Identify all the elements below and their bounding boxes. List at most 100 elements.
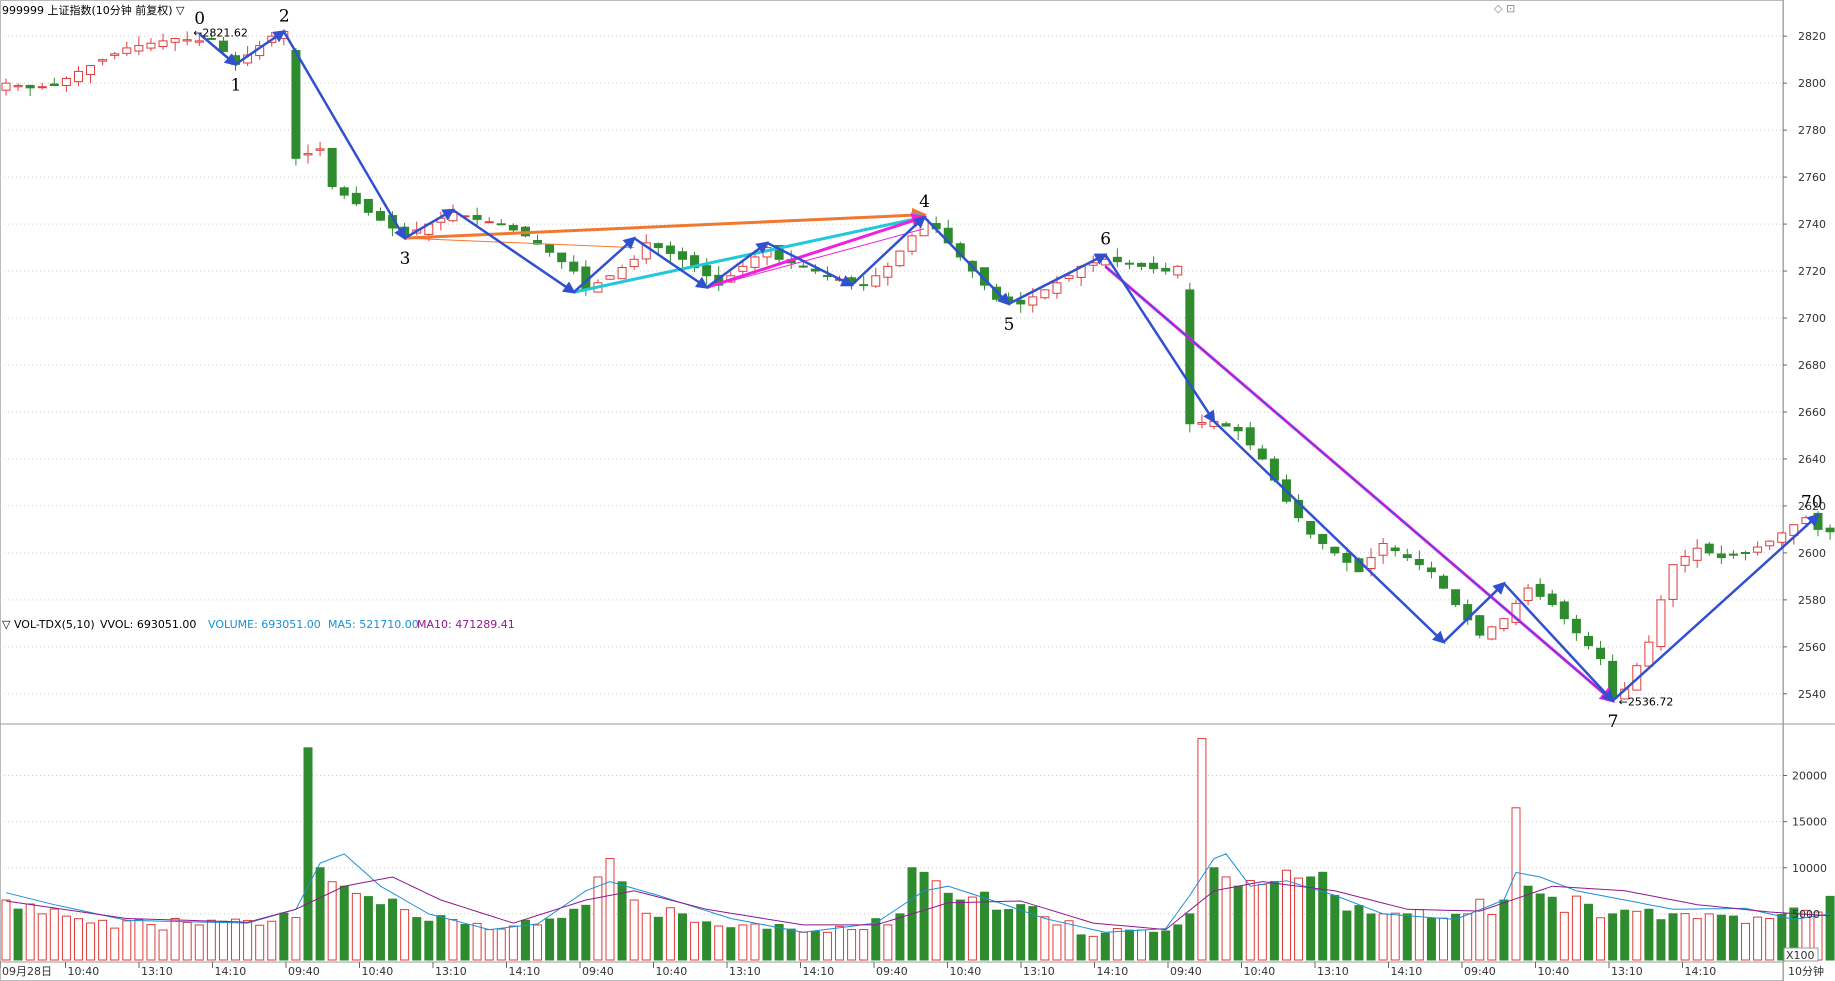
cyan-thin-line bbox=[573, 249, 768, 293]
volume-bar bbox=[1668, 913, 1678, 961]
candle-body bbox=[1161, 267, 1171, 272]
volume-bar bbox=[1632, 910, 1642, 961]
candle-body bbox=[291, 50, 301, 159]
volume-bar bbox=[1306, 876, 1316, 961]
volume-bar bbox=[1559, 911, 1569, 961]
time-tick-label: 13:10 bbox=[435, 965, 467, 978]
volume-bar bbox=[1052, 924, 1062, 961]
volume-bar bbox=[557, 917, 567, 961]
candle-body bbox=[871, 275, 881, 287]
candle-body bbox=[1112, 256, 1122, 263]
candle-body bbox=[1728, 553, 1738, 556]
candle-body bbox=[182, 39, 192, 42]
price-tick-label: 2800 bbox=[1798, 77, 1826, 90]
magenta-wave-line bbox=[706, 213, 927, 289]
volume-bar bbox=[496, 928, 506, 961]
candle-body bbox=[1753, 546, 1763, 553]
candles bbox=[1, 29, 1835, 700]
main-wave-line bbox=[1442, 581, 1506, 644]
candle-body bbox=[327, 147, 337, 188]
volume-bar bbox=[134, 919, 144, 961]
candle-body bbox=[1644, 641, 1654, 667]
volume-bar bbox=[810, 930, 820, 961]
volume-bar bbox=[617, 881, 627, 961]
volume-bar bbox=[1656, 919, 1666, 961]
volume-bar bbox=[1197, 738, 1207, 961]
volume-bar bbox=[798, 931, 808, 961]
time-tick-label: 09:40 bbox=[1464, 965, 1496, 978]
volume-bar bbox=[1475, 898, 1485, 961]
volume-bar bbox=[1076, 934, 1086, 961]
candle-body bbox=[25, 84, 35, 89]
main-wave-line bbox=[633, 237, 709, 289]
volume-bar bbox=[508, 925, 518, 961]
volume-bar bbox=[545, 918, 555, 961]
volume-bar bbox=[375, 904, 385, 961]
volume-bar bbox=[569, 908, 579, 961]
price-mark: ←2536.72 bbox=[1619, 696, 1674, 709]
candle-body bbox=[569, 261, 579, 272]
wave-label: 1 bbox=[231, 75, 242, 95]
volume-bar bbox=[158, 929, 168, 961]
candle-body bbox=[339, 187, 349, 196]
candle-body bbox=[1149, 262, 1159, 270]
main-wave-line bbox=[1503, 582, 1615, 703]
volume-bar bbox=[194, 924, 204, 961]
volume-bar bbox=[279, 912, 289, 961]
wave-label: 2 bbox=[279, 6, 290, 26]
volume-bar bbox=[1535, 893, 1545, 961]
volume-bar bbox=[182, 921, 192, 961]
volume-bar bbox=[291, 917, 301, 961]
candle-body bbox=[13, 85, 23, 88]
volume-value: VOLUME: 693051.00 bbox=[208, 618, 321, 631]
volume-bar bbox=[581, 904, 591, 961]
wave-label: 6 bbox=[1100, 230, 1111, 250]
volume-bar bbox=[702, 921, 712, 961]
volume-bar bbox=[1245, 880, 1255, 961]
volume-bar bbox=[967, 896, 977, 961]
candle-body bbox=[1064, 275, 1074, 279]
volume-bar bbox=[1596, 917, 1606, 961]
time-tick-label: 10:40 bbox=[68, 965, 100, 978]
main-wave-line bbox=[1008, 253, 1108, 306]
volume-bar bbox=[303, 747, 313, 961]
volume-bar bbox=[1040, 916, 1050, 961]
volume-bar bbox=[98, 919, 108, 961]
main-wave-line bbox=[1611, 513, 1820, 702]
price-mark: ←2821.62 bbox=[193, 26, 248, 39]
candle-body bbox=[702, 265, 712, 277]
volume-bar bbox=[919, 871, 929, 961]
thin-wave-line bbox=[1104, 265, 1613, 702]
time-tick-label: 10:40 bbox=[1244, 965, 1276, 978]
volume-bar bbox=[520, 919, 530, 961]
price-tick-label: 2620 bbox=[1798, 500, 1826, 513]
candle-body bbox=[218, 40, 228, 52]
volume-bar bbox=[1161, 930, 1171, 961]
volume-bar bbox=[1487, 914, 1497, 961]
volume-bar bbox=[931, 880, 941, 961]
candle-body bbox=[798, 265, 808, 268]
volume-bar bbox=[424, 920, 434, 961]
header-window-icons[interactable]: ◇ ⊡ bbox=[1494, 2, 1516, 15]
time-tick-label: 13:10 bbox=[1317, 965, 1349, 978]
price-tick-label: 2640 bbox=[1798, 453, 1826, 466]
volume-bar bbox=[1439, 917, 1449, 961]
vol-indicator-label[interactable]: ▽ VOL-TDX(5,10) bbox=[2, 618, 95, 631]
candle-body bbox=[1680, 555, 1690, 566]
candle-body bbox=[605, 275, 615, 280]
candle-body bbox=[1040, 289, 1050, 299]
volume-bar bbox=[1426, 917, 1436, 961]
price-tick-label: 2660 bbox=[1798, 406, 1826, 419]
volume-bar bbox=[593, 876, 603, 961]
candle-body bbox=[738, 265, 748, 272]
candle-body bbox=[351, 192, 361, 205]
volume-bar bbox=[1390, 912, 1400, 961]
volume-bar bbox=[1112, 928, 1122, 961]
candle-body bbox=[1777, 532, 1787, 543]
volume-tick-label: 20000 bbox=[1792, 770, 1827, 783]
price-tick-label: 2820 bbox=[1798, 30, 1826, 43]
orange-thin-line bbox=[404, 237, 635, 249]
candle-body bbox=[1789, 524, 1799, 536]
wave-label: 7 bbox=[1608, 712, 1619, 732]
